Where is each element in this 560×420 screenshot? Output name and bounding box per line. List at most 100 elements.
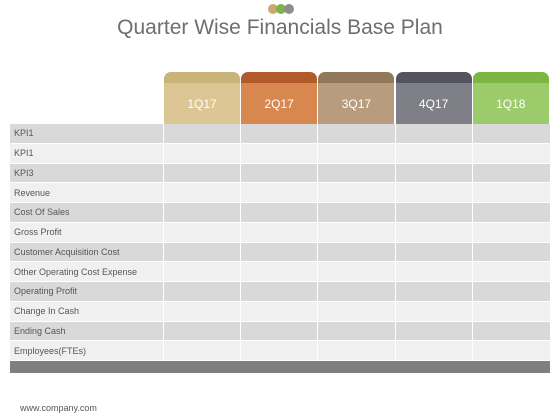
row-label: Other Operating Cost Expense	[10, 262, 164, 281]
table-cell	[241, 183, 319, 202]
table-cell	[318, 301, 396, 321]
table-cell	[472, 321, 550, 341]
table-cell	[318, 282, 396, 301]
table-cell	[395, 143, 473, 163]
row-label: Customer Acquisition Cost	[10, 242, 164, 262]
logo-dot-2	[276, 4, 286, 14]
row-label: KPI1	[10, 124, 164, 143]
table-cell	[472, 341, 550, 360]
column-header-4: 4Q17	[395, 72, 472, 124]
table-cell	[318, 321, 396, 341]
row-label: Gross Profit	[10, 222, 164, 242]
logo-dot-1	[268, 4, 278, 14]
table-cell	[164, 222, 242, 242]
footer-url: www.company.com	[20, 403, 97, 413]
table-cell	[472, 183, 550, 202]
table-cell	[164, 321, 242, 341]
table-cell	[241, 163, 319, 183]
table-row: KPI1	[10, 124, 550, 144]
column-header-tab	[241, 72, 318, 83]
logo	[268, 4, 294, 14]
table-cell	[241, 321, 319, 341]
table-cell	[241, 242, 319, 262]
column-header-5: 1Q18	[472, 72, 549, 124]
slide-title: Quarter Wise Financials Base Plan	[117, 16, 443, 39]
table-cell	[318, 242, 396, 262]
table-row: Operating Profit	[10, 282, 550, 302]
table-cell	[472, 262, 550, 281]
column-header-1: 1Q17	[164, 72, 240, 124]
table-cell	[395, 203, 473, 222]
table-cell	[241, 262, 319, 281]
table-cell	[395, 321, 473, 341]
table-row: Ending Cash	[10, 321, 550, 342]
table-cell	[472, 143, 550, 163]
column-header-tab	[318, 72, 395, 83]
table-cell	[395, 183, 473, 202]
table-cell	[164, 183, 242, 202]
table-cell	[472, 282, 550, 301]
table-cell	[472, 301, 550, 321]
column-header-label: 1Q17	[164, 83, 240, 124]
table-row: Employees(FTEs)	[10, 341, 550, 361]
table-row: KPI3	[10, 163, 550, 184]
table-cell	[164, 301, 242, 321]
table-cell	[164, 124, 242, 143]
column-header-label: 2Q17	[241, 83, 318, 124]
row-label: Revenue	[10, 183, 164, 202]
table-cell	[164, 242, 242, 262]
table-cell	[318, 163, 396, 183]
column-header-label: 3Q17	[318, 83, 395, 124]
table-cell	[164, 262, 242, 281]
table-cell	[164, 341, 242, 360]
row-label: KPI1	[10, 143, 164, 163]
table-cell	[395, 242, 473, 262]
table-cell	[318, 222, 396, 242]
table-cell	[318, 203, 396, 222]
column-header-tab	[472, 72, 549, 83]
column-header-3: 3Q17	[318, 72, 395, 124]
table-row: Gross Profit	[10, 222, 550, 243]
table-cell	[395, 163, 473, 183]
row-label: Operating Profit	[10, 282, 164, 301]
table-cell	[241, 222, 319, 242]
table-cell	[472, 163, 550, 183]
table-row: KPI1	[10, 143, 550, 164]
table-cell	[395, 341, 473, 360]
row-label: Change In Cash	[10, 301, 164, 321]
table-cell	[395, 124, 473, 143]
column-header-label: 4Q17	[395, 83, 472, 124]
table-cell	[318, 183, 396, 202]
row-label: Ending Cash	[10, 321, 164, 341]
table-cell	[472, 222, 550, 242]
table-cell	[164, 203, 242, 222]
column-headers: 1Q17 2Q17 3Q17 4Q17 1Q18	[0, 72, 560, 124]
table-cell	[164, 143, 242, 163]
table-cell	[241, 203, 319, 222]
table-cell	[241, 282, 319, 301]
table-cell	[318, 341, 396, 360]
table-cell	[472, 242, 550, 262]
column-header-tab	[395, 72, 472, 83]
table-row: Other Operating Cost Expense	[10, 262, 550, 282]
row-label: KPI3	[10, 163, 164, 183]
table-cell	[318, 262, 396, 281]
table-cell	[164, 282, 242, 301]
column-header-2: 2Q17	[241, 72, 318, 124]
financials-table: KPI1 KPI1 KPI3 Revenue Cost Of Sales Gross Pr…	[10, 124, 550, 361]
table-cell	[241, 124, 319, 143]
table-cell	[241, 301, 319, 321]
table-row: Cost Of Sales	[10, 203, 550, 223]
table-cell	[395, 222, 473, 242]
column-header-tab	[164, 72, 240, 83]
row-label: Employees(FTEs)	[10, 341, 164, 360]
table-cell	[472, 203, 550, 222]
logo-dot-3	[284, 4, 294, 14]
table-cell	[164, 163, 242, 183]
table-cell	[395, 301, 473, 321]
table-cell	[318, 143, 396, 163]
table-cell	[241, 341, 319, 360]
row-label: Cost Of Sales	[10, 203, 164, 222]
table-cell	[472, 124, 550, 143]
table-cell	[395, 262, 473, 281]
